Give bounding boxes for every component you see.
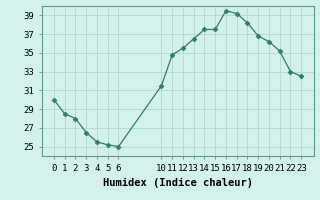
- X-axis label: Humidex (Indice chaleur): Humidex (Indice chaleur): [103, 178, 252, 188]
